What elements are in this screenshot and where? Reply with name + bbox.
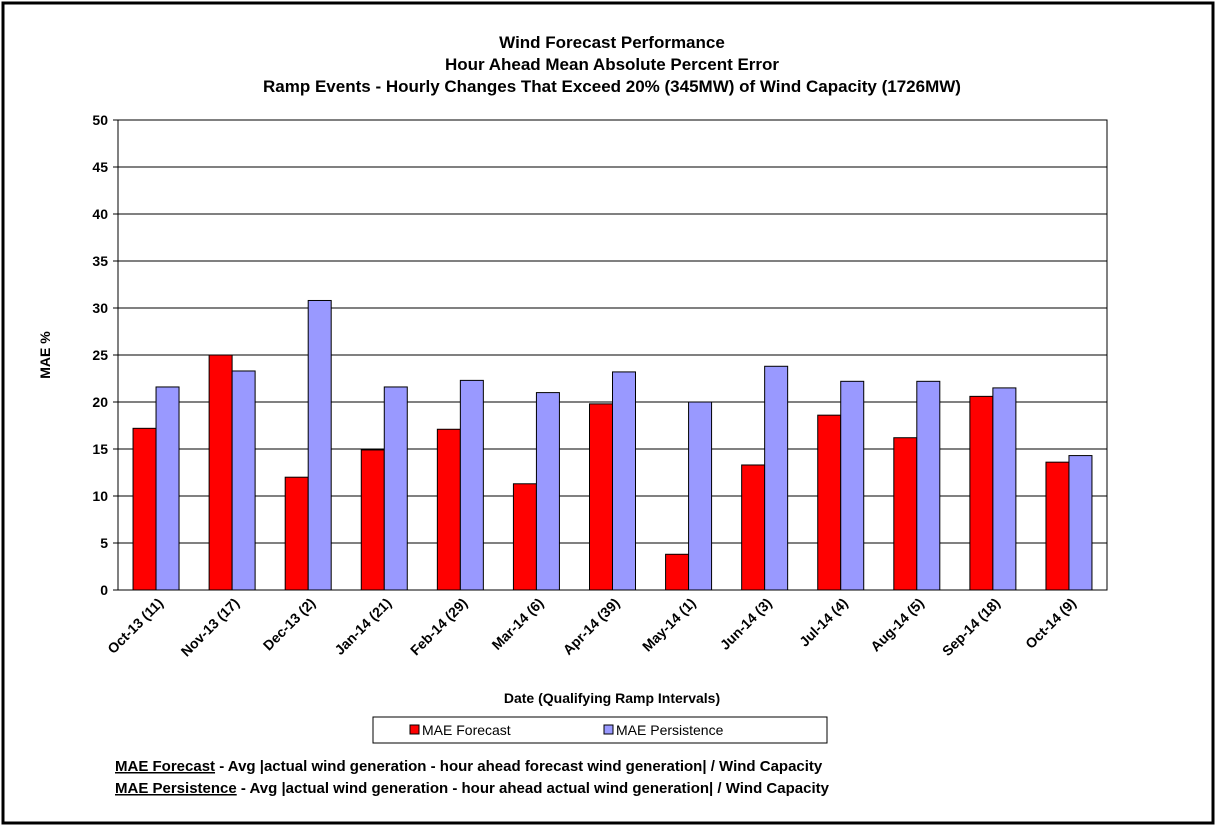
bar <box>840 380 865 591</box>
bar <box>893 437 918 591</box>
y-tick-label: 45 <box>92 159 108 175</box>
y-tick-label: 30 <box>92 300 108 316</box>
bar <box>589 403 613 591</box>
bar <box>535 392 560 591</box>
footnote-term: MAE Forecast <box>115 758 215 775</box>
chart-title: Ramp Events - Hourly Changes That Exceed… <box>263 77 961 96</box>
y-tick-label: 35 <box>92 253 108 269</box>
y-tick-label: 5 <box>100 535 108 551</box>
bar <box>459 379 484 591</box>
footnote-term: MAE Persistence <box>115 780 237 797</box>
footnote: MAE Persistence - Avg |actual wind gener… <box>115 780 830 797</box>
legend-label: MAE Persistence <box>616 722 724 738</box>
bar <box>208 354 233 591</box>
bar <box>969 395 994 591</box>
bar <box>436 428 461 591</box>
bar <box>916 380 941 591</box>
footnote: MAE Forecast - Avg |actual wind generati… <box>115 758 823 775</box>
bar <box>688 401 713 591</box>
bar <box>1045 461 1070 591</box>
bar <box>665 553 690 591</box>
legend-swatch <box>603 724 614 735</box>
y-tick-label: 50 <box>92 112 108 128</box>
bar <box>1068 455 1093 591</box>
bar <box>132 427 157 591</box>
bar <box>992 387 1017 591</box>
bar <box>512 483 537 591</box>
bar <box>741 464 766 591</box>
footnote-text: - Avg |actual wind generation - hour ahe… <box>215 758 823 775</box>
chart-title: Hour Ahead Mean Absolute Percent Error <box>445 55 779 74</box>
y-axis-label: MAE % <box>37 331 53 379</box>
y-tick-label: 25 <box>92 347 108 363</box>
bar <box>817 414 842 591</box>
bar <box>155 386 180 591</box>
legend-swatch <box>409 724 420 735</box>
bar <box>612 371 636 591</box>
x-axis-label: Date (Qualifying Ramp Intervals) <box>504 690 720 706</box>
bar <box>307 299 332 591</box>
legend-label: MAE Forecast <box>422 722 511 738</box>
bar <box>231 370 256 591</box>
y-tick-label: 40 <box>92 206 108 222</box>
chart-title: Wind Forecast Performance <box>499 33 725 52</box>
y-tick-label: 15 <box>92 441 108 457</box>
bar <box>383 386 408 591</box>
y-tick-label: 0 <box>100 582 108 598</box>
bar <box>764 365 789 591</box>
y-tick-label: 10 <box>92 488 108 504</box>
legend <box>372 716 828 744</box>
bar <box>284 476 309 591</box>
y-tick-label: 20 <box>92 394 108 410</box>
bar <box>360 449 385 591</box>
footnote-text: - Avg |actual wind generation - hour ahe… <box>237 780 830 797</box>
